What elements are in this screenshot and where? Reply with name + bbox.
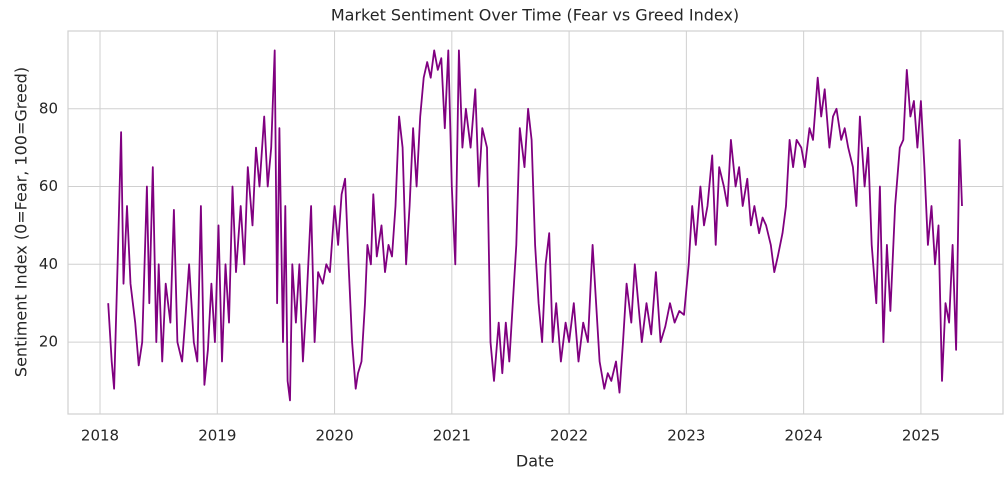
x-tick-label: 2023 [667,427,705,445]
series-line [107,49,963,402]
x-tick-label: 2025 [902,427,940,445]
x-tick-label: 2018 [81,427,119,445]
y-tick-label: 60 [39,177,58,195]
y-tick-label: 80 [39,99,58,117]
x-tick-label: 2024 [785,427,823,445]
chart-title: Market Sentiment Over Time (Fear vs Gree… [331,6,739,25]
y-axis-label: Sentiment Index (0=Fear, 100=Greed) [12,67,31,377]
x-tick-label: 2022 [550,427,588,445]
x-axis-label: Date [516,452,554,471]
x-tick-label: 2019 [198,427,236,445]
plot-frame [67,30,1004,415]
x-tick-label: 2021 [433,427,471,445]
y-tick-label: 40 [39,255,58,273]
x-tick-label: 2020 [315,427,353,445]
y-tick-label: 20 [39,333,58,351]
